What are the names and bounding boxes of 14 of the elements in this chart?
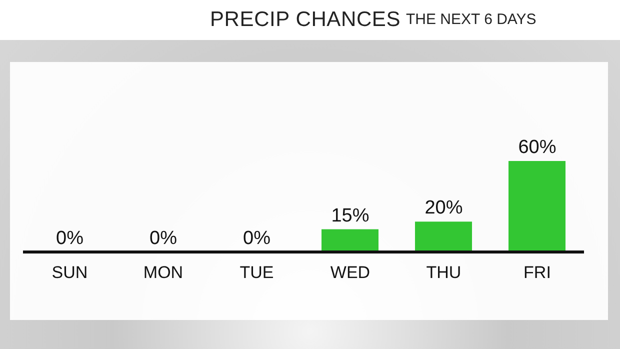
data-label: 0%	[243, 228, 271, 249]
data-label: 60%	[518, 137, 556, 158]
x-tick-label: SUN	[52, 263, 88, 282]
x-tick-label: TUE	[240, 263, 274, 282]
chart-subtitle: THE NEXT 6 DAYS	[406, 11, 536, 28]
data-label: 0%	[150, 228, 178, 249]
data-label: 20%	[424, 198, 463, 219]
data-label: 0%	[56, 228, 84, 249]
x-tick-label: THU	[426, 263, 462, 282]
chart-title: PRECIP CHANCES	[210, 8, 401, 32]
x-tick-label: MON	[143, 263, 184, 282]
data-label: 15%	[331, 205, 370, 226]
x-tick-label: WED	[330, 263, 370, 282]
x-tick-label: FRI	[524, 263, 551, 282]
